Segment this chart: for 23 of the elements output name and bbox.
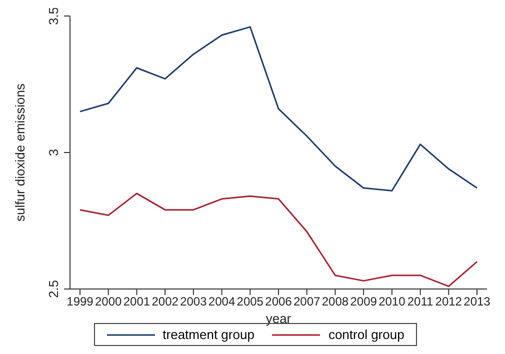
x-tick-label: 2007 bbox=[294, 294, 321, 309]
y-tick-label: 3 bbox=[46, 148, 61, 156]
x-axis-title: year bbox=[266, 311, 292, 326]
legend-label: treatment group bbox=[162, 327, 254, 342]
x-tick-label: 2006 bbox=[265, 294, 292, 309]
x-tick-label: 2012 bbox=[435, 294, 462, 309]
x-tick-label: 2008 bbox=[322, 294, 349, 309]
x-tick-label: 2003 bbox=[180, 294, 208, 309]
legend-label: control group bbox=[328, 327, 404, 342]
y-tick-label: 2.5 bbox=[46, 280, 61, 298]
line-series bbox=[79, 192, 478, 288]
x-tick-label: 2011 bbox=[407, 294, 434, 309]
x-tick-label: 2002 bbox=[152, 294, 179, 309]
x-tick-label: 2005 bbox=[236, 294, 264, 309]
x-tick-label: 2013 bbox=[464, 294, 491, 309]
x-tick-label: 2000 bbox=[95, 294, 122, 309]
x-tick-label: 2001 bbox=[123, 294, 150, 309]
line-series bbox=[79, 26, 478, 192]
x-tick-label: 1999 bbox=[66, 294, 94, 309]
x-tick-label: 2009 bbox=[350, 294, 378, 309]
x-tick-label: 2010 bbox=[378, 294, 406, 309]
x-tick-label: 2004 bbox=[208, 294, 236, 309]
y-axis-title: sulfur dioxide emissions bbox=[12, 83, 28, 222]
